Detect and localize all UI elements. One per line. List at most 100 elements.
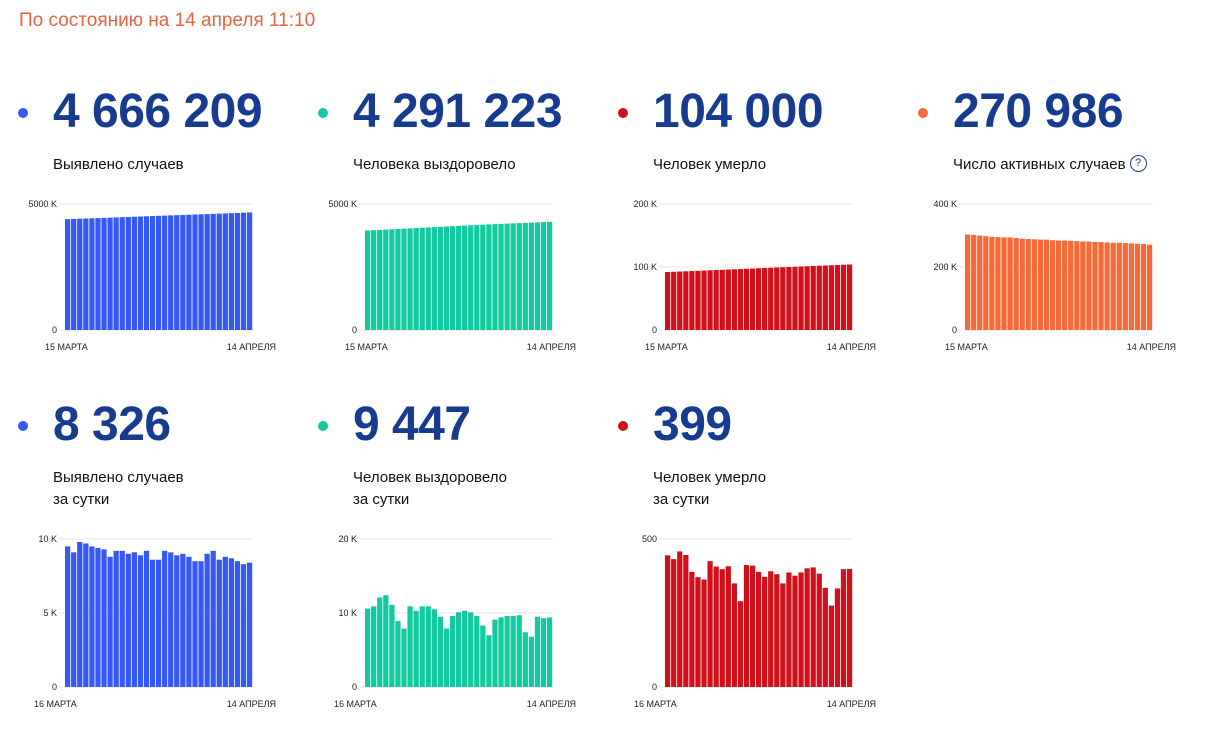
bar xyxy=(665,272,671,330)
bar xyxy=(534,616,541,687)
stat-label: Выявлено случаев xyxy=(53,154,184,176)
bar xyxy=(707,270,713,330)
bar xyxy=(737,601,744,687)
bar xyxy=(822,265,828,330)
stat-label-line1: Человека выздоровело xyxy=(353,156,516,173)
bar xyxy=(731,269,737,330)
bar xyxy=(186,214,192,330)
x-tick-label-start: 15 МАРТА xyxy=(345,342,388,352)
bar xyxy=(480,224,486,330)
bar xyxy=(816,265,822,330)
legend-dot xyxy=(618,108,628,118)
bar xyxy=(216,559,222,687)
bar xyxy=(174,215,180,330)
card-recovered-daily: 9 447 Человек выздоровело за сутки 0 10 K 2… xyxy=(318,398,588,730)
bar-chart-deaths-daily: 0 500 16 МАРТА 14 АПРЕЛЯ xyxy=(634,534,876,709)
x-tick-label-end: 14 АПРЕЛЯ xyxy=(227,342,276,352)
legend-dot xyxy=(618,421,628,431)
bar xyxy=(425,606,431,687)
bar xyxy=(737,269,744,330)
bar xyxy=(371,230,377,330)
question-circle-icon[interactable]: ? xyxy=(1129,154,1147,172)
bar xyxy=(689,571,695,687)
bar xyxy=(365,608,371,687)
y-tick-label: 0 xyxy=(352,325,357,335)
y-tick-label: 0 xyxy=(652,325,657,335)
bar xyxy=(131,552,137,687)
bar xyxy=(101,217,107,330)
bar xyxy=(186,556,192,687)
x-tick-label-start: 15 МАРТА xyxy=(645,342,688,352)
stat-label: Выявлено случаев за сутки xyxy=(53,467,184,511)
bar xyxy=(1055,240,1062,330)
bar xyxy=(719,569,725,687)
bar xyxy=(107,556,113,687)
bar xyxy=(1110,242,1116,330)
bar xyxy=(492,619,498,687)
bar xyxy=(1019,238,1025,330)
status-timestamp: По состоянию на 14 апреля 11:10 xyxy=(19,10,316,31)
x-tick-label-end: 14 АПРЕЛЯ xyxy=(527,699,576,709)
bar xyxy=(480,625,486,687)
bar xyxy=(113,550,119,687)
bar xyxy=(846,568,853,687)
bar xyxy=(395,228,401,330)
bar xyxy=(798,266,804,330)
bar xyxy=(774,267,780,330)
bar xyxy=(119,550,125,687)
bar xyxy=(443,628,450,687)
bar xyxy=(522,222,528,330)
bar xyxy=(1062,240,1068,330)
bar xyxy=(89,546,95,687)
card-active-total: 270 986 Число активных случаев? 0 200 K 40… xyxy=(918,85,1188,417)
bar-chart-active-total: 0 200 K 400 K 15 МАРТА 14 АПРЕЛЯ xyxy=(933,199,1176,352)
bar xyxy=(516,615,522,687)
y-tick-label: 100 K xyxy=(633,262,657,272)
bar xyxy=(755,268,762,330)
bar xyxy=(546,617,553,687)
legend-dot xyxy=(18,421,28,431)
bar xyxy=(162,550,168,687)
bar xyxy=(989,236,995,330)
x-tick-label-start: 16 МАРТА xyxy=(334,699,377,709)
bar xyxy=(155,215,162,330)
bar xyxy=(431,227,437,330)
bar xyxy=(222,556,228,687)
bar xyxy=(95,218,101,330)
x-tick-label-end: 14 АПРЕЛЯ xyxy=(827,342,876,352)
y-tick-label: 0 xyxy=(52,325,57,335)
bar xyxy=(107,217,113,330)
bar xyxy=(143,216,150,330)
bar xyxy=(683,554,689,687)
bar xyxy=(462,610,468,687)
card-deaths-daily: 399 Человек умерло за сутки 0 500 16 МАРТА 1… xyxy=(618,398,888,730)
legend-dot xyxy=(318,108,328,118)
bar xyxy=(1049,240,1056,330)
bar xyxy=(89,218,95,330)
bar xyxy=(840,569,847,687)
bar xyxy=(83,543,89,687)
bar xyxy=(198,561,204,687)
bar xyxy=(204,553,210,687)
bar xyxy=(1025,238,1031,330)
bar xyxy=(1098,242,1104,330)
bar xyxy=(725,566,731,687)
bar xyxy=(119,217,125,330)
y-tick-label: 0 xyxy=(352,682,357,692)
bar xyxy=(407,228,413,330)
bar xyxy=(168,552,174,687)
bar xyxy=(504,615,510,687)
bar xyxy=(1128,243,1135,330)
stat-value: 270 986 xyxy=(953,85,1124,138)
bar xyxy=(1074,241,1080,330)
card-deaths-total: 104 000 Человек умерло 0 100 K 200 K 15 МАР… xyxy=(618,85,888,417)
bar xyxy=(762,576,768,687)
stat-label: Человек умерло xyxy=(653,154,766,176)
bar xyxy=(234,561,241,687)
bar xyxy=(246,562,253,687)
bar xyxy=(155,559,162,687)
bar xyxy=(762,268,768,330)
bar xyxy=(665,555,671,687)
bar xyxy=(125,216,131,330)
bar xyxy=(83,218,89,330)
